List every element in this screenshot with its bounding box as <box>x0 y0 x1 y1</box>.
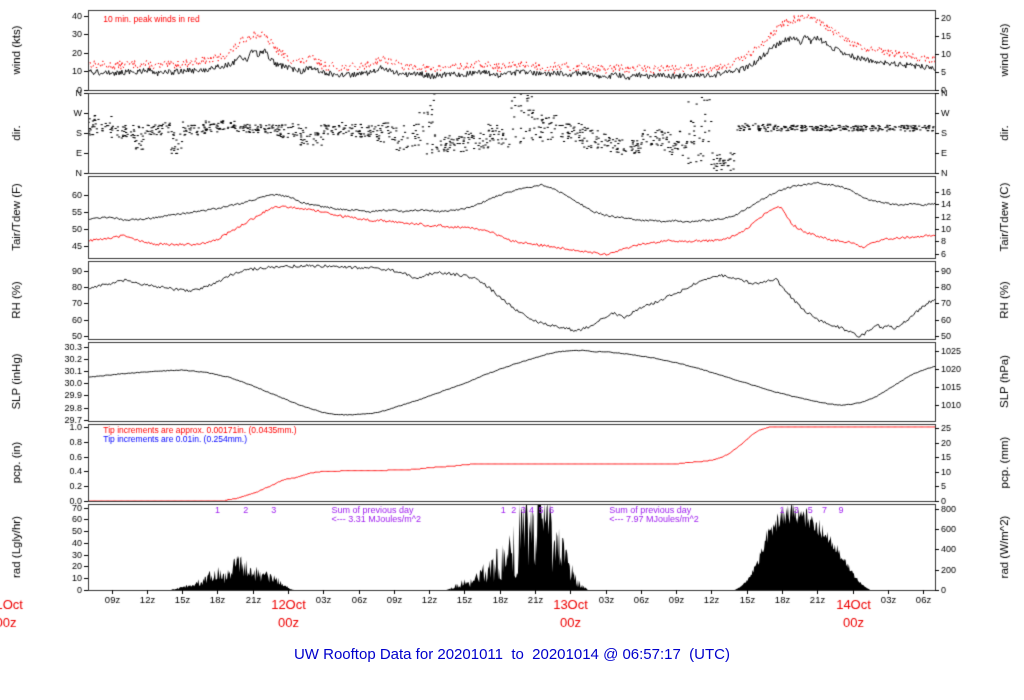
chart-title: UW Rooftop Data for 20201011 to 20201014… <box>293 646 731 663</box>
